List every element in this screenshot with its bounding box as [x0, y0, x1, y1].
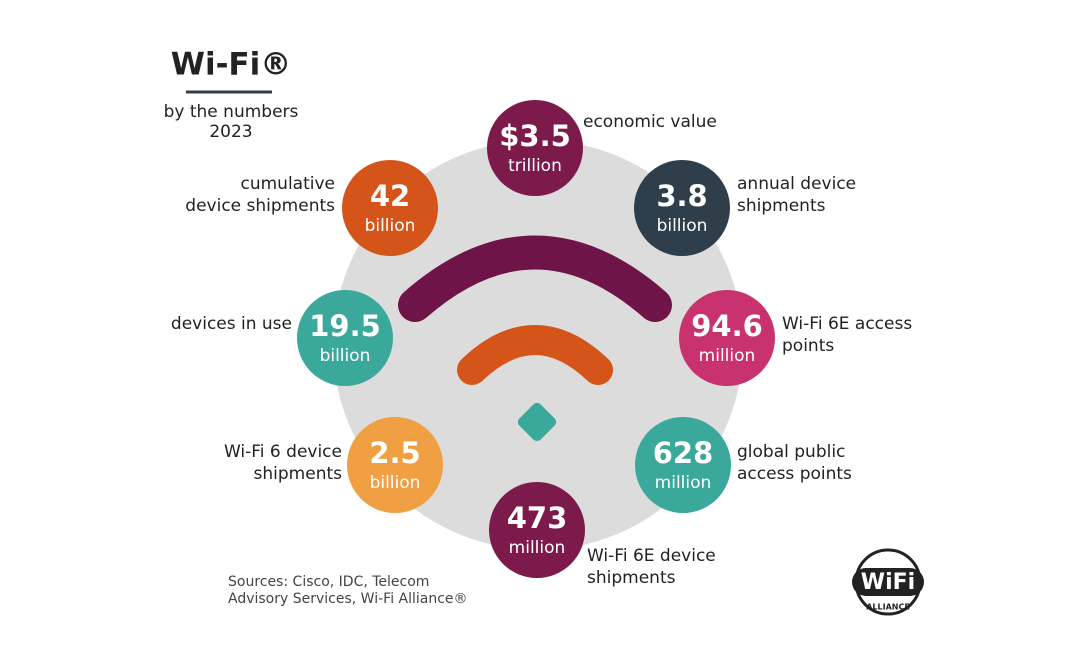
stat-unit: million [699, 346, 756, 366]
stat-circle [342, 160, 438, 256]
stat-label: Wi-Fi 6E device [587, 546, 716, 566]
stat-label: access points [737, 464, 852, 484]
sources: Advisory Services, Wi-Fi Alliance® [228, 591, 468, 607]
stat-label: shipments [254, 464, 343, 484]
title: Wi-Fi® [171, 47, 292, 83]
stat-label: annual device [737, 174, 856, 194]
stat-label: economic value [583, 112, 717, 132]
logo-subtext: ALLIANCE [866, 603, 910, 612]
stat-value: 2.5 [369, 436, 420, 470]
stat-unit: million [655, 473, 712, 493]
sources: Sources: Cisco, IDC, Telecom [228, 574, 429, 590]
wifi-dot [517, 402, 557, 442]
stat-value: 473 [507, 501, 568, 535]
stat-label: cumulative [240, 174, 335, 194]
logo-text: WiFi [861, 570, 915, 595]
stat-label: global public [737, 442, 845, 462]
stat-unit: trillion [508, 156, 562, 176]
stat-value: 3.8 [656, 179, 707, 213]
stat-unit: billion [320, 346, 371, 366]
stat-unit: billion [657, 216, 708, 236]
stat-circle [634, 160, 730, 256]
stat-value: 42 [370, 179, 410, 213]
stat-unit: billion [365, 216, 416, 236]
stat-label: devices in use [171, 314, 292, 334]
wifi-arc-inner [457, 325, 613, 385]
stat-unit: billion [370, 473, 421, 493]
subtitle: by the numbers [164, 102, 299, 122]
stat-circle [489, 482, 585, 578]
stat-unit: million [509, 538, 566, 558]
subtitle: 2023 [209, 122, 252, 142]
stat-label: Wi-Fi 6 device [224, 442, 342, 462]
stat-circle [347, 417, 443, 513]
stat-value: $3.5 [499, 119, 571, 153]
logo-badge [852, 568, 924, 596]
logo: WiFi ALLIANCE [852, 548, 924, 616]
stat-label: points [782, 336, 834, 356]
stat-circle [679, 290, 775, 386]
stat-value: 628 [653, 436, 714, 470]
stat-circle [635, 417, 731, 513]
wifi-arc-outer [398, 235, 672, 322]
stat-circle [297, 290, 393, 386]
stat-value: 19.5 [309, 309, 381, 343]
stat-value: 94.6 [691, 309, 763, 343]
stat-label: Wi-Fi 6E access [782, 314, 912, 334]
stat-label: shipments [737, 196, 826, 216]
stat-label: device shipments [185, 196, 335, 216]
stat-label: shipments [587, 568, 676, 588]
stat-circle [487, 100, 583, 196]
